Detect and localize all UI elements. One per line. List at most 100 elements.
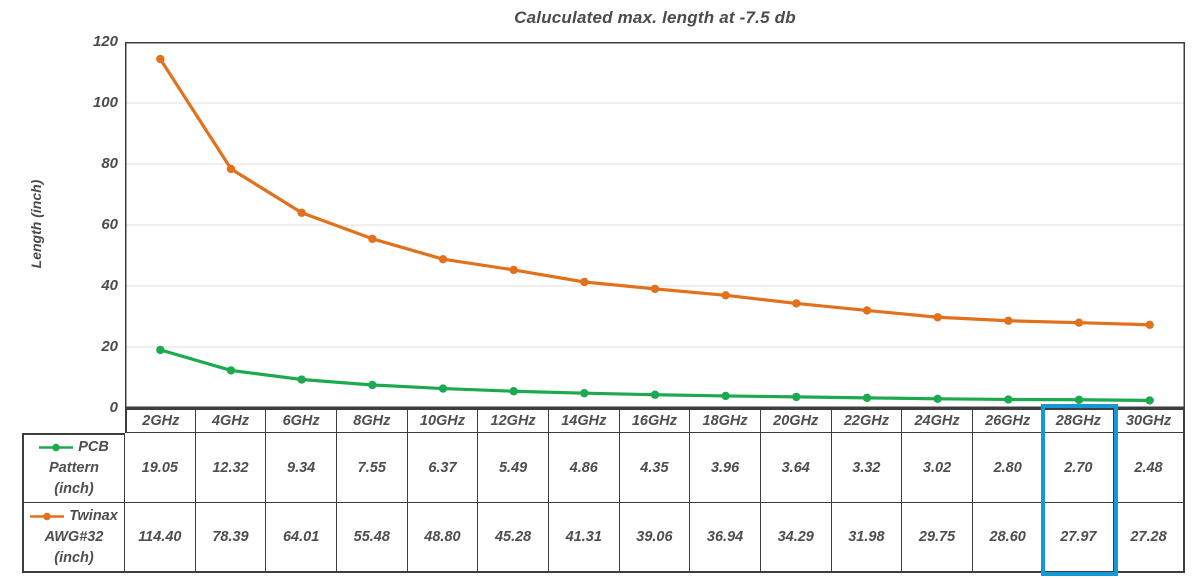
- data-point-marker: [792, 299, 801, 308]
- table-header-cell: 2GHz: [125, 408, 196, 433]
- data-point-marker: [580, 277, 589, 287]
- y-tick-label: 100: [92, 94, 118, 111]
- data-point-marker: [509, 265, 518, 275]
- legend-line-marker-icon: [39, 443, 74, 452]
- data-point-marker: [792, 392, 801, 402]
- y-tick-label: 60: [101, 216, 118, 233]
- data-point-marker: [1074, 395, 1084, 404]
- series-label-text: (inch): [54, 549, 94, 566]
- data-point-marker: [297, 208, 306, 217]
- data-point-marker: [862, 393, 872, 403]
- y-tick-label: 40: [101, 277, 118, 294]
- table-header-cell: 18GHz: [690, 408, 761, 433]
- series-label-text: AWG#32: [44, 528, 104, 545]
- table-cell: 36.94: [690, 503, 761, 573]
- data-table: 2GHz 4GHz 6GHz 8GHz 10GHz 12GHz 14GHz 16GHz 18GH…: [22, 408, 1185, 573]
- table-header-cell: 6GHz: [266, 408, 337, 433]
- table-cell: 4.86: [548, 433, 620, 503]
- data-point-marker: [297, 375, 306, 384]
- table-cell: 3.32: [831, 433, 903, 503]
- series-label-text: Pattern: [49, 460, 99, 476]
- data-point-marker: [933, 313, 942, 322]
- table-cell: 3.02: [902, 433, 973, 503]
- table-cell: 27.97: [1043, 503, 1115, 573]
- y-tick-label: 80: [101, 155, 118, 172]
- series-label-line: Twinax: [30, 506, 118, 527]
- series-label-text: PCB: [78, 439, 109, 455]
- table-header-cell: 20GHz: [760, 408, 832, 433]
- line-chart: [125, 42, 1185, 413]
- table-cell: 55.48: [336, 503, 408, 573]
- table-header-cell: 10GHz: [407, 408, 479, 433]
- table-cell: 3.96: [690, 433, 761, 503]
- legend-line-marker-icon: [30, 512, 65, 520]
- y-tick-label: 120: [92, 33, 118, 50]
- table-cell: 64.01: [266, 503, 337, 573]
- y-tick-label: 20: [101, 338, 118, 355]
- table-header-cell: 28GHz: [1043, 408, 1115, 433]
- table-header-cell: 16GHz: [619, 408, 691, 433]
- data-point-marker: [226, 164, 236, 174]
- table-cell: 45.28: [478, 503, 549, 573]
- table-cell: 9.34: [266, 433, 337, 503]
- series-label-text: (inch): [54, 481, 94, 497]
- chart-title: Caluculated max. length at -7.5 db: [514, 8, 796, 27]
- table-header-cell: 12GHz: [478, 408, 549, 433]
- table-cell: 7.55: [336, 433, 408, 503]
- data-point-marker: [1074, 318, 1084, 327]
- table-cell: 3.64: [760, 433, 832, 503]
- table-cell: 2.48: [1114, 433, 1185, 503]
- plot-border: [125, 42, 1185, 408]
- table-header-cell: 8GHz: [336, 408, 408, 433]
- data-point-marker: [1004, 316, 1013, 325]
- table-cell: 4.35: [619, 433, 691, 503]
- data-point-marker: [862, 306, 872, 315]
- table-cell: 41.31: [548, 503, 620, 573]
- y-tick-label: 0: [109, 399, 118, 416]
- data-point-marker: [1145, 320, 1154, 329]
- data-point-marker: [650, 390, 660, 399]
- data-point-marker: [580, 388, 589, 398]
- data-point-marker: [156, 54, 165, 64]
- table-cell: 12.32: [195, 433, 267, 503]
- table-cell: 78.39: [195, 503, 267, 573]
- series-label-line: PCB: [39, 437, 109, 458]
- data-point-marker: [650, 284, 660, 294]
- table-header-cell: 4GHz: [195, 408, 267, 433]
- table-header-cell: 24GHz: [902, 408, 973, 433]
- series-label-text: Twinax: [69, 507, 118, 524]
- table-cell: 39.06: [619, 503, 691, 573]
- data-point-marker: [1004, 395, 1013, 404]
- data-point-marker: [226, 366, 236, 375]
- table-cell: 27.28: [1114, 503, 1185, 573]
- data-point-marker: [438, 254, 448, 264]
- table-cell: 2.70: [1043, 433, 1115, 503]
- data-point-marker: [933, 394, 942, 403]
- table-header-cell: 26GHz: [972, 408, 1044, 433]
- data-point-marker: [509, 387, 518, 396]
- y-axis-title: Length (inch): [28, 179, 44, 269]
- table-cell: 2.80: [972, 433, 1044, 503]
- table-header-cell: 22GHz: [831, 408, 903, 433]
- table-cell: 6.37: [407, 433, 479, 503]
- table-cell: 28.60: [972, 503, 1044, 573]
- plot-area: [125, 42, 1185, 408]
- data-point-marker: [438, 384, 448, 393]
- table-cell: 48.80: [407, 503, 479, 573]
- table-cell: 31.98: [831, 503, 903, 573]
- table-header-cell: 30GHz: [1114, 408, 1185, 433]
- data-point-marker: [368, 380, 377, 390]
- table-corner-spacer: [22, 408, 125, 433]
- table-cell: 34.29: [760, 503, 832, 573]
- series-row-label: Twinax AWG#32 (inch): [22, 503, 125, 573]
- data-point-marker: [1145, 396, 1154, 405]
- data-point-marker: [156, 345, 165, 355]
- table-cell: 19.05: [125, 433, 196, 503]
- series-row-label: PCB Pattern (inch): [22, 433, 125, 503]
- data-point-marker: [721, 291, 730, 300]
- table-cell: 29.75: [902, 503, 973, 573]
- data-point-marker: [368, 234, 377, 243]
- table-cell: 114.40: [125, 503, 196, 573]
- table-header-cell: 14GHz: [548, 408, 620, 433]
